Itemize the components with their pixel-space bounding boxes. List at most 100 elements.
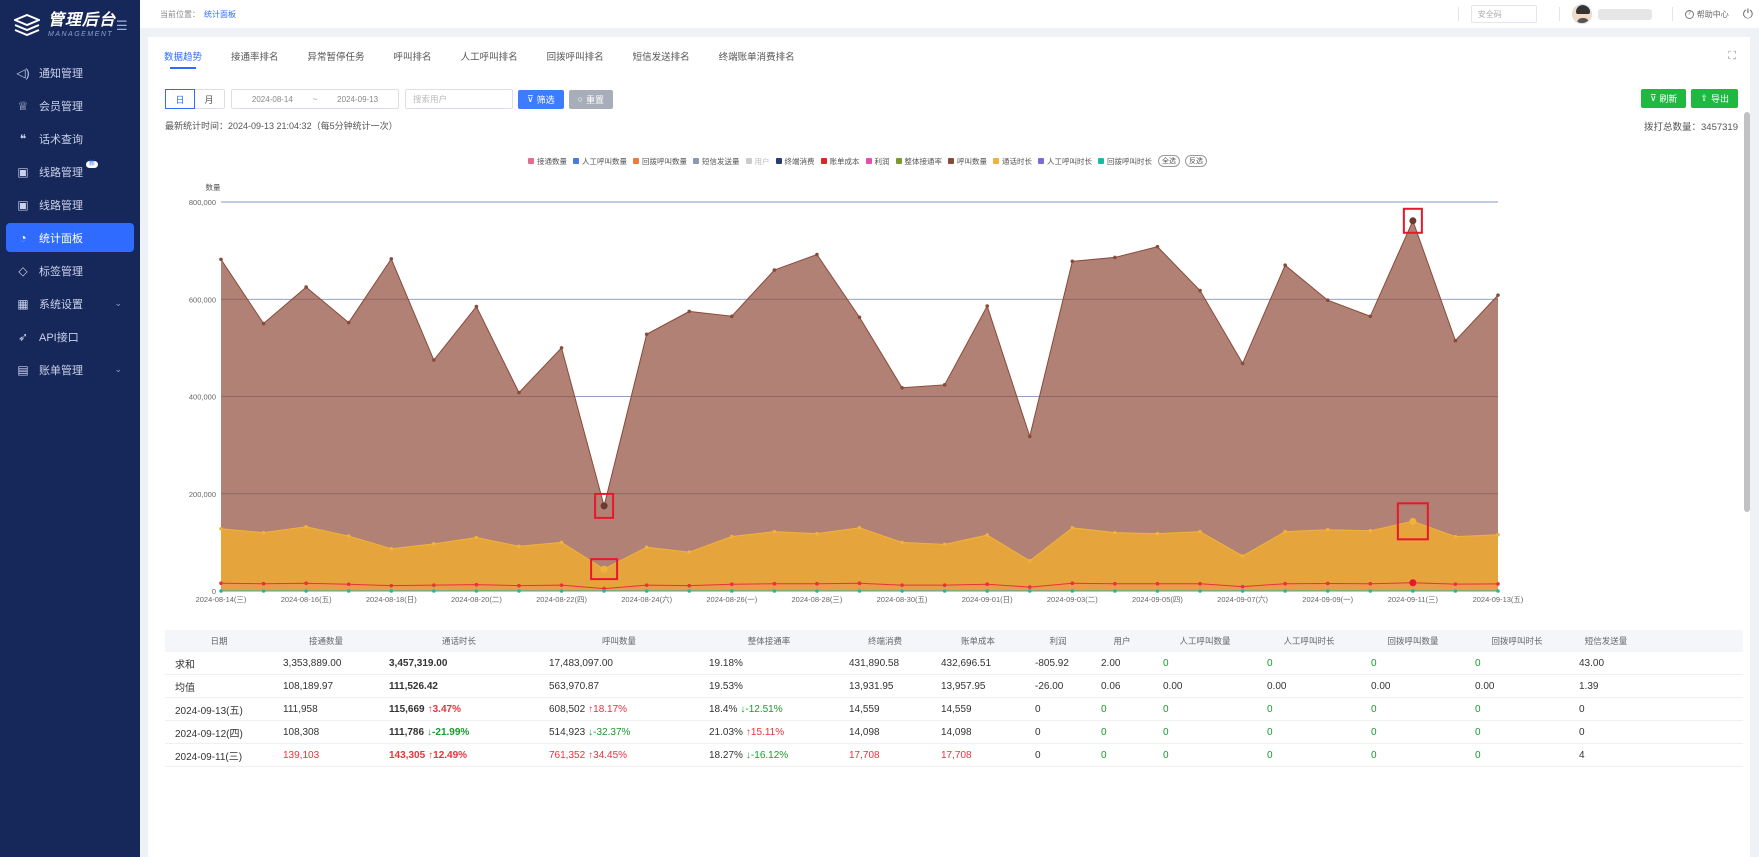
filter-button[interactable]: ⊽ 筛选 (518, 89, 564, 109)
table-cell: 求和 (165, 656, 273, 671)
cell-value: 0 (1371, 703, 1377, 715)
sidebar-item-label: 系统设置 (39, 298, 83, 311)
sidebar-item[interactable]: ▣ 线路管理新 (6, 157, 134, 186)
reset-button[interactable]: ○ 重置 (568, 89, 614, 109)
column-header[interactable]: 接通数量 (308, 636, 343, 646)
column-header[interactable]: 短信发送量 (1584, 636, 1628, 646)
invert-select-button[interactable]: 反选 (1185, 155, 1207, 167)
table-row[interactable]: 2024-09-12(四) 108,308 111,786 ↓-21.99% 514,9… (165, 721, 1743, 744)
legend-item[interactable]: 终端消费 (775, 156, 815, 167)
data-point (730, 534, 734, 539)
tab-item[interactable]: 接通率排名 (231, 52, 279, 63)
column-header[interactable]: 利润 (1049, 636, 1067, 646)
column-header[interactable]: 呼叫数量 (601, 636, 636, 646)
username-redacted[interactable] (1597, 8, 1652, 20)
export-button[interactable]: ⇪ 导出 (1691, 89, 1738, 108)
month-button[interactable]: 月 (204, 94, 214, 105)
column-header[interactable]: 终端消费 (867, 636, 902, 646)
legend-item[interactable]: 用户 (745, 156, 770, 167)
sidebar-item[interactable]: ➶ API接口 (6, 322, 134, 351)
data-point (1496, 293, 1500, 297)
day-button[interactable]: 日 (165, 89, 195, 109)
column-header[interactable]: 回拨呼叫数量 (1387, 636, 1439, 646)
legend-item[interactable]: 整体接通率 (895, 156, 942, 167)
tab-item[interactable]: 短信发送排名 (632, 52, 690, 63)
legend-item[interactable]: 短信发送量 (693, 156, 740, 167)
power-icon[interactable]: ⏻ (1742, 6, 1753, 21)
column-header[interactable]: 人工呼叫数量 (1179, 636, 1231, 646)
column-header[interactable]: 通话时长 (441, 636, 476, 646)
table-cell: 1.39 (1569, 681, 1643, 692)
legend-label: 人工呼叫数量 (582, 156, 627, 166)
legend-item[interactable]: 呼叫数量 (948, 156, 987, 167)
cell-value: 0 (1267, 657, 1273, 669)
legend-label: 回拨呼叫时长 (1107, 156, 1152, 166)
table-cell: 0 (1361, 727, 1465, 738)
help-center-link[interactable]: ? 帮助中心 (1684, 9, 1729, 20)
crown-icon: ♕ (17, 98, 29, 113)
data-point (815, 581, 819, 586)
page-scrollbar[interactable] (1744, 112, 1750, 512)
table-row[interactable]: 2024-09-11(三) 139,103 143,305 ↑12.49% 761,35… (165, 744, 1743, 767)
select-all-button[interactable]: 全选 (1158, 155, 1180, 167)
legend-item[interactable]: 人工呼叫数量 (573, 156, 627, 167)
data-point (474, 589, 479, 593)
sidebar-item[interactable]: ♕ 会员管理 (6, 91, 134, 120)
change-indicator: ↓-16.12% (745, 749, 789, 761)
sidebar-item[interactable]: ◁) 通知管理 (6, 58, 134, 87)
cell-value: 0 (1267, 726, 1273, 738)
sidebar-item[interactable]: ▣ 线路管理 (6, 190, 134, 219)
fullscreen-icon[interactable]: ⛶ (1728, 50, 1736, 62)
column-header[interactable]: 整体接通率 (747, 636, 791, 646)
data-point (1368, 589, 1373, 593)
breadcrumb-current[interactable]: 统计面板 (204, 9, 236, 19)
legend-item[interactable]: 利润 (865, 156, 890, 167)
x-tick-label: 2024-08-16(五) (281, 595, 332, 604)
table-cell: 432,696.51 (931, 658, 1025, 669)
legend-item[interactable]: 账单成本 (820, 156, 860, 167)
table-cell: 18.4% ↓-12.51% (699, 704, 839, 715)
legend-item[interactable]: 人工呼叫时长 (1038, 156, 1092, 167)
data-point (942, 383, 947, 387)
data-point (942, 589, 947, 593)
x-tick-label: 2024-08-30(五) (877, 595, 928, 604)
column-header[interactable]: 用户 (1113, 636, 1131, 646)
logo[interactable]: 管理后台 MANAGEMENT (0, 0, 140, 50)
sidebar-item[interactable]: ▦ 系统设置 ⌄ (6, 289, 134, 318)
table-row[interactable]: 2024-09-13(五) 111,958 115,669 ↑3.47% 608,502… (165, 698, 1743, 721)
legend-item[interactable]: 回拨呼叫数量 (633, 156, 687, 167)
cell-value: 0 (1163, 726, 1169, 738)
table-cell: 18.27% ↓-16.12% (699, 750, 839, 761)
sidebar-item[interactable]: ❝ 话术查询 (6, 124, 134, 153)
sidebar-item[interactable]: ◔ 统计面板 (6, 223, 134, 252)
refresh-button[interactable]: ⊽ 刷新 (1640, 89, 1687, 108)
sidebar-item[interactable]: ▤ 账单管理 ⌄ (6, 355, 134, 384)
table-cell: 0 (1025, 727, 1091, 738)
y-tick-label: 600,000 (189, 295, 216, 304)
tab-item[interactable]: 呼叫排名 (393, 52, 432, 63)
tab-item[interactable]: 异常暂停任务 (307, 52, 365, 63)
column-header[interactable]: 账单成本 (960, 636, 995, 646)
tab-item[interactable]: 回拨呼叫排名 (546, 52, 604, 63)
tab-item[interactable]: 终端账单消费排名 (718, 52, 795, 63)
legend-item[interactable]: 通话时长 (993, 156, 1032, 167)
data-point (687, 550, 692, 554)
tab-item[interactable]: 数据趋势 (164, 37, 202, 75)
search-user-input[interactable]: 搜索用户 (405, 89, 513, 109)
safe-code-input[interactable]: 安全码 (1470, 5, 1537, 23)
date-range-picker[interactable]: 2024-08-14 ~ 2024-09-13 (231, 89, 399, 109)
avatar[interactable] (1571, 4, 1592, 24)
speaker-icon: ◁) (16, 65, 30, 80)
table-row[interactable]: 求和 3,353,889.00 3,457,319.00 17,483,097.00 1… (165, 652, 1743, 675)
legend-item[interactable]: 接通数量 (528, 156, 567, 167)
table-row[interactable]: 均值 108,189.97 111,526.42 563,970.87 19.53% 13… (165, 675, 1743, 698)
menu-collapse-icon[interactable]: ☰ (116, 18, 128, 33)
table-cell: 0 (1091, 750, 1153, 761)
legend-item[interactable]: 回拨呼叫时长 (1098, 156, 1152, 167)
column-header[interactable]: 回拨呼叫时长 (1491, 636, 1543, 646)
data-point (389, 589, 394, 593)
sidebar-item[interactable]: ◇ 标签管理 (6, 256, 134, 285)
tab-item[interactable]: 人工呼叫排名 (460, 52, 518, 63)
column-header[interactable]: 日期 (210, 636, 228, 646)
column-header[interactable]: 人工呼叫时长 (1283, 636, 1335, 646)
